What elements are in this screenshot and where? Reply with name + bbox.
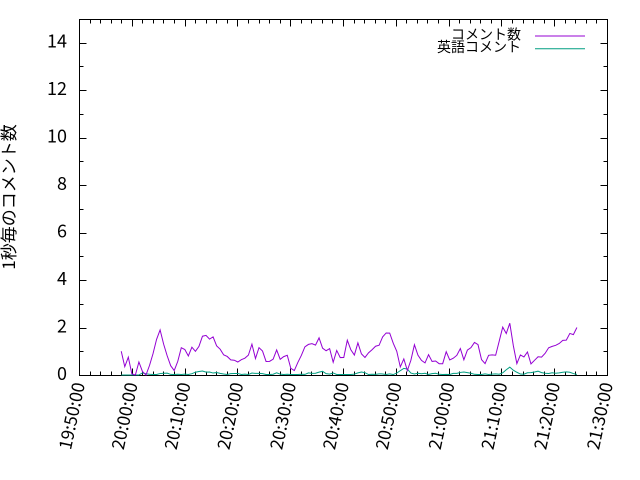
- svg-text:20:50:00: 20:50:00: [369, 380, 408, 452]
- svg-text:8: 8: [57, 170, 67, 196]
- svg-text:14: 14: [47, 28, 67, 54]
- svg-text:12: 12: [47, 75, 67, 101]
- svg-text:10: 10: [47, 123, 67, 149]
- svg-text:1秒毎のコメント数: 1秒毎のコメント数: [0, 124, 20, 269]
- svg-text:21:10:00: 21:10:00: [475, 380, 514, 452]
- svg-text:20:10:00: 20:10:00: [158, 380, 197, 452]
- svg-text:21:30:00: 21:30:00: [580, 380, 619, 452]
- svg-text:21:00:00: 21:00:00: [422, 380, 461, 452]
- svg-text:20:30:00: 20:30:00: [263, 380, 302, 452]
- svg-text:20:20:00: 20:20:00: [211, 380, 250, 452]
- svg-text:19:50:00: 19:50:00: [52, 380, 91, 452]
- svg-text:20:40:00: 20:40:00: [316, 380, 355, 452]
- svg-text:21:20:00: 21:20:00: [527, 380, 566, 452]
- svg-text:6: 6: [57, 218, 67, 244]
- svg-text:4: 4: [57, 265, 67, 291]
- svg-text:英語コメント: 英語コメント: [437, 37, 521, 57]
- svg-text:2: 2: [57, 313, 67, 339]
- svg-text:20:00:00: 20:00:00: [105, 380, 144, 452]
